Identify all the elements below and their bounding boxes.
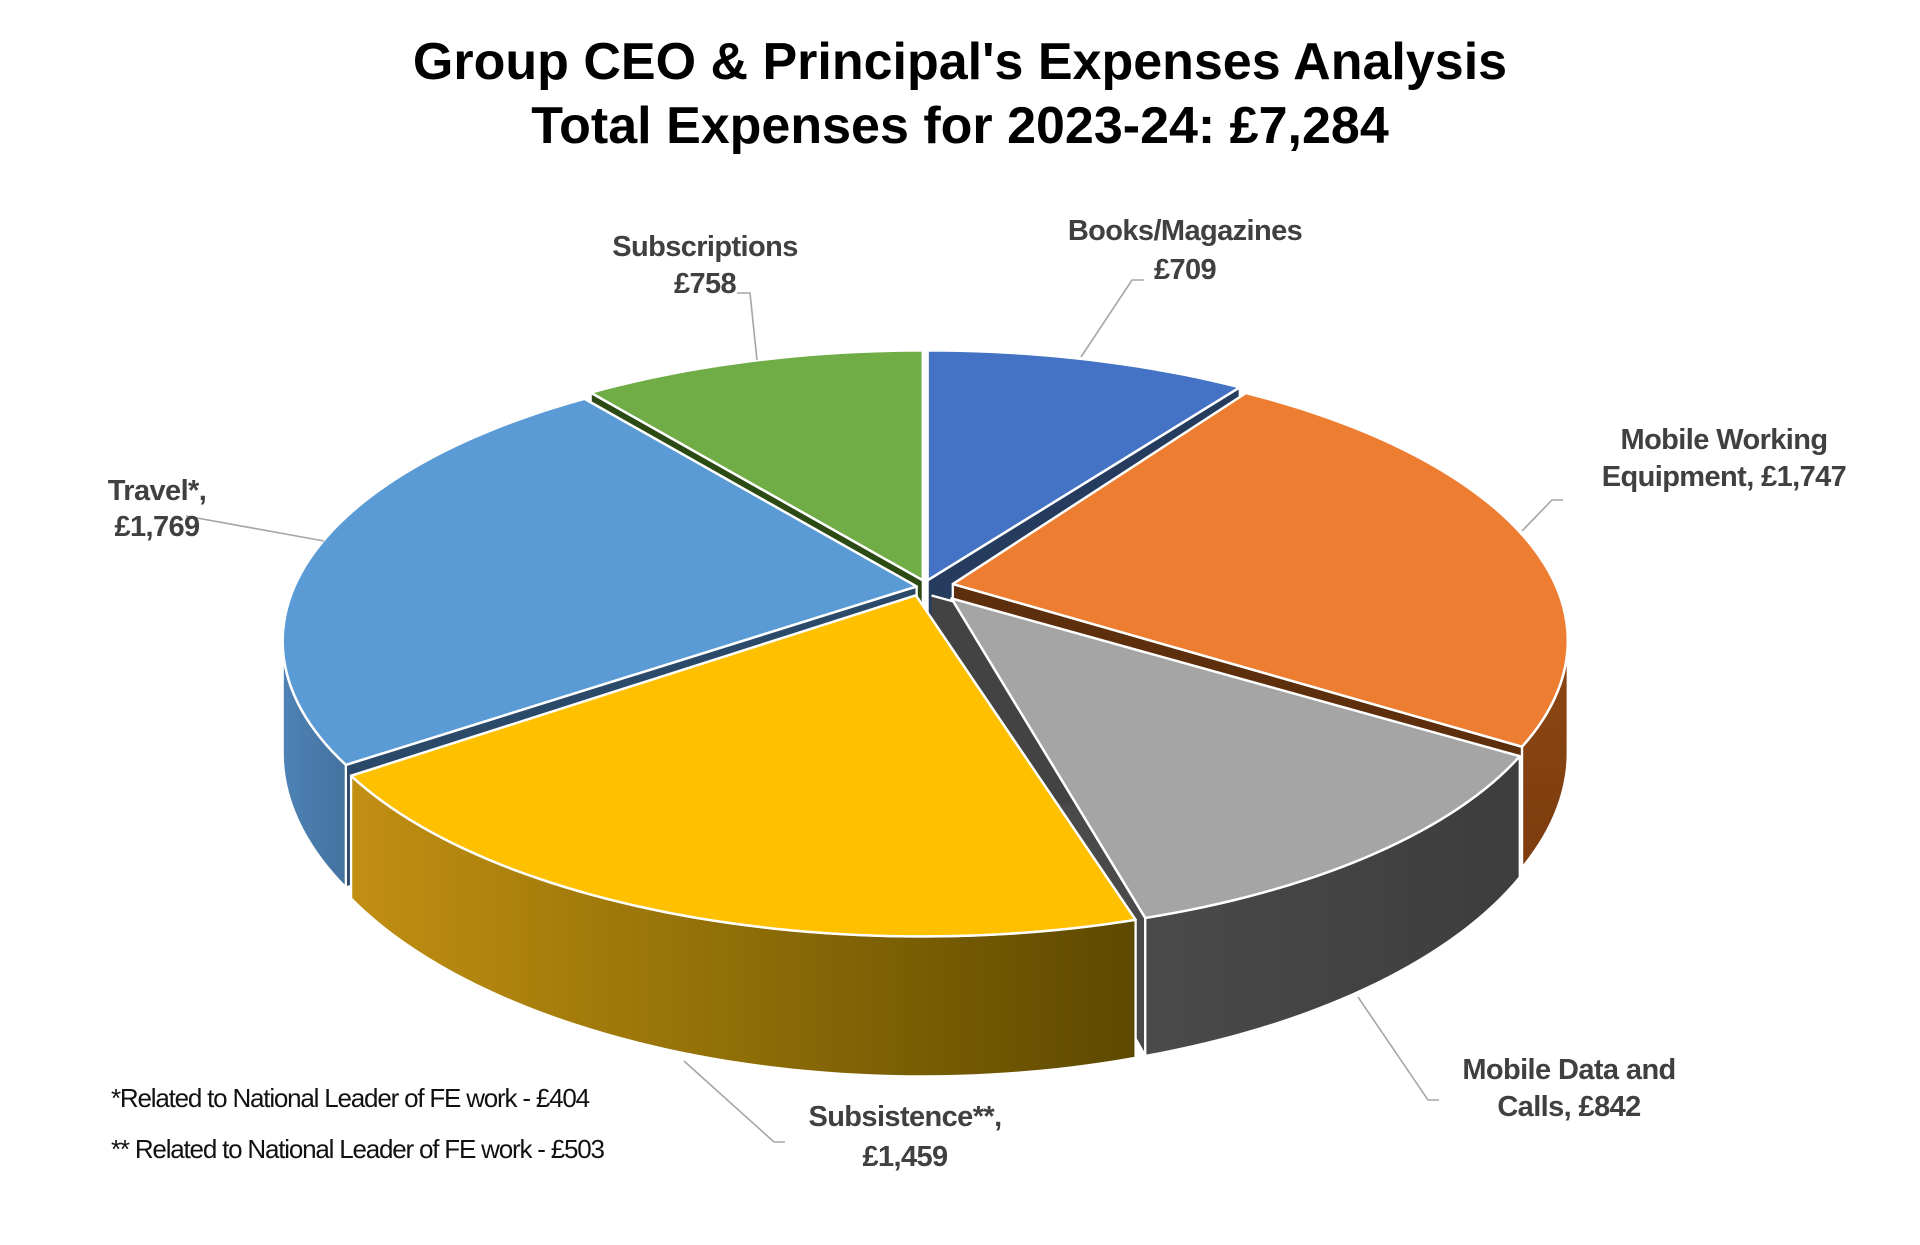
svg-text:Group CEO & Principal's Expens: Group CEO & Principal's Expenses Analysi… bbox=[413, 33, 1507, 91]
svg-text:Mobile Working: Mobile Working bbox=[1621, 424, 1828, 456]
svg-text:Calls, £842: Calls, £842 bbox=[1497, 1091, 1640, 1123]
svg-text:Subscriptions: Subscriptions bbox=[612, 231, 798, 263]
svg-text:Travel*,: Travel*, bbox=[108, 475, 206, 507]
svg-text:Mobile Data and: Mobile Data and bbox=[1462, 1054, 1675, 1086]
svg-text:Total Expenses for 2023-24: £7: Total Expenses for 2023-24: £7,284 bbox=[531, 97, 1389, 155]
svg-text:*Related to National Leader of: *Related to National Leader of FE work -… bbox=[111, 1083, 590, 1113]
svg-text:Subsistence**,: Subsistence**, bbox=[808, 1101, 1001, 1133]
svg-text:Equipment, £1,747: Equipment, £1,747 bbox=[1602, 461, 1846, 493]
svg-text:Books/Magazines: Books/Magazines bbox=[1068, 215, 1302, 247]
svg-text:£1,459: £1,459 bbox=[862, 1141, 948, 1173]
svg-text:£1,769: £1,769 bbox=[114, 511, 200, 543]
svg-text:£709: £709 bbox=[1154, 254, 1217, 286]
svg-text:£758: £758 bbox=[674, 268, 737, 300]
svg-text:** Related to National Leader: ** Related to National Leader of FE work… bbox=[111, 1134, 605, 1164]
